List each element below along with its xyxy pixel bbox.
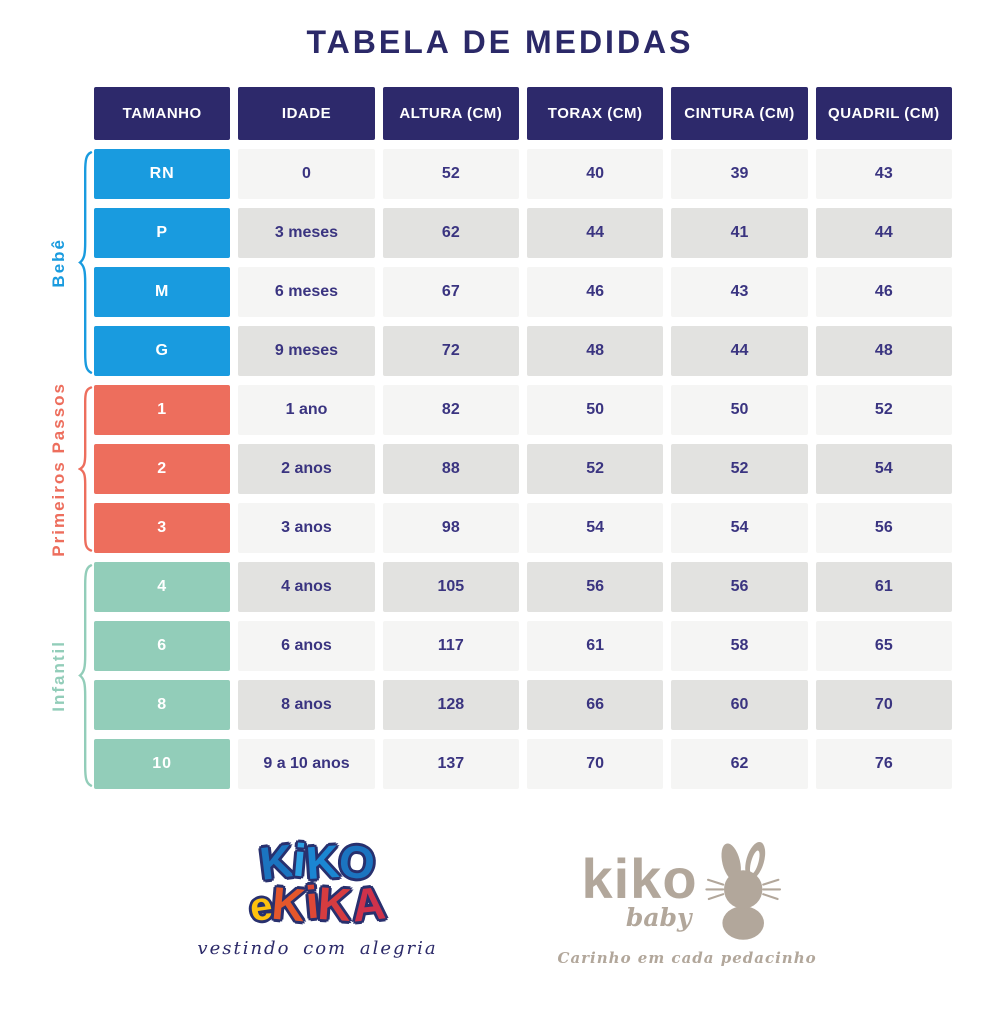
table-cell-altura: 62 (382, 208, 519, 258)
column-header: CINTURA (CM) (671, 87, 808, 140)
kiko-e-kika-line2: eKiKA (247, 875, 388, 932)
table-cell-cintura: 39 (671, 149, 808, 199)
size-cell: 2 (94, 444, 231, 494)
group-label-infantil: Infantil (49, 639, 68, 712)
table-cell-quadril: 54 (815, 444, 952, 494)
table-cell-quadril: 52 (815, 385, 952, 435)
table-cell-quadril: 70 (815, 680, 952, 730)
brace-icon (78, 385, 94, 553)
table-cell-quadril: 76 (815, 739, 952, 789)
brace-icon (78, 149, 94, 376)
table-cell-torax: 46 (526, 267, 664, 317)
column-header: TAMANHO (94, 87, 231, 140)
group-bracket-bebe: Bebê (40, 149, 94, 376)
kiko-e-kika-line1: KiKO (256, 833, 378, 890)
table-cell-torax: 61 (526, 621, 664, 671)
size-cell: 10 (94, 739, 231, 789)
table-cell-idade: 8 anos (238, 680, 375, 730)
table-cell-idade: 4 anos (238, 562, 375, 612)
table-cell-cintura: 60 (671, 680, 808, 730)
table-cell-quadril: 48 (815, 326, 952, 376)
group-label-primeiros-passos: Primeiros Passos (49, 381, 68, 557)
kiko-e-kika-tagline: vestindo com alegria (197, 938, 438, 960)
table-cell-idade: 3 anos (238, 503, 375, 553)
table-cell-quadril: 44 (815, 208, 952, 258)
table-cell-altura: 128 (382, 680, 519, 730)
table-cell-idade: 6 meses (238, 267, 375, 317)
table-cell-cintura: 41 (671, 208, 808, 258)
table-cell-idade: 3 meses (238, 208, 375, 258)
table-cell-altura: 67 (382, 267, 519, 317)
table-cell-quadril: 61 (815, 562, 952, 612)
group-rail: Bebê Primeiros Passos Infantil (40, 149, 94, 798)
table-cell-cintura: 58 (671, 621, 808, 671)
size-cell: 1 (94, 385, 231, 435)
size-chart: Bebê Primeiros Passos Infantil TAMANHO ID… (40, 87, 952, 789)
page-title: TABELA DE MEDIDAS (306, 24, 694, 60)
column-header: ALTURA (CM) (382, 87, 519, 140)
size-cell: M (94, 267, 231, 317)
table-cell-idade: 0 (238, 149, 375, 199)
table-cell-cintura: 52 (671, 444, 808, 494)
group-label-bebe: Bebê (49, 237, 68, 288)
size-cell: 8 (94, 680, 231, 730)
table-cell-torax: 50 (526, 385, 664, 435)
group-bracket-infantil: Infantil (40, 562, 94, 789)
size-cell: 6 (94, 621, 231, 671)
table-cell-torax: 56 (526, 562, 664, 612)
table-cell-altura: 82 (382, 385, 519, 435)
table-cell-altura: 72 (382, 326, 519, 376)
table-cell-cintura: 50 (671, 385, 808, 435)
table-cell-altura: 88 (382, 444, 519, 494)
footer-logos: KiKO eKiKA vestindo com alegria kiko bab… (0, 833, 1000, 967)
kiko-baby-name: kiko (581, 846, 698, 910)
table-cell-idade: 9 a 10 anos (238, 739, 375, 789)
kiko-baby-logo: kiko baby Carinho em ca (557, 841, 817, 967)
table-cell-quadril: 65 (815, 621, 952, 671)
table-cell-quadril: 46 (815, 267, 952, 317)
size-cell: P (94, 208, 231, 258)
table-cell-altura: 105 (382, 562, 519, 612)
table-cell-torax: 40 (526, 149, 664, 199)
size-table: TAMANHO IDADE ALTURA (CM) TORAX (CM) CINTURA… (94, 87, 952, 789)
table-cell-altura: 137 (382, 739, 519, 789)
table-cell-quadril: 56 (815, 503, 952, 553)
size-cell: 4 (94, 562, 231, 612)
kiko-baby-sub: baby (625, 902, 692, 932)
table-cell-torax: 44 (526, 208, 664, 258)
table-cell-quadril: 43 (815, 149, 952, 199)
table-cell-altura: 98 (382, 503, 519, 553)
table-cell-torax: 66 (526, 680, 664, 730)
brace-icon (78, 562, 94, 789)
table-cell-idade: 9 meses (238, 326, 375, 376)
group-bracket-primeiros-passos: Primeiros Passos (40, 382, 94, 556)
table-cell-cintura: 62 (671, 739, 808, 789)
kiko-baby-tagline: Carinho em cada pedacinho (557, 949, 817, 967)
table-cell-idade: 2 anos (238, 444, 375, 494)
table-cell-cintura: 44 (671, 326, 808, 376)
column-header: IDADE (238, 87, 375, 140)
table-cell-altura: 117 (382, 621, 519, 671)
column-header: TORAX (CM) (526, 87, 664, 140)
table-cell-torax: 48 (526, 326, 664, 376)
table-cell-idade: 6 anos (238, 621, 375, 671)
table-cell-cintura: 56 (671, 562, 808, 612)
table-cell-cintura: 43 (671, 267, 808, 317)
table-cell-torax: 54 (526, 503, 664, 553)
size-cell: RN (94, 149, 231, 199)
table-cell-torax: 70 (526, 739, 664, 789)
column-header: QUADRIL (CM) (815, 87, 952, 140)
table-cell-cintura: 54 (671, 503, 808, 553)
table-cell-altura: 52 (382, 149, 519, 199)
table-cell-idade: 1 ano (238, 385, 375, 435)
kiko-e-kika-logo: KiKO eKiKA vestindo com alegria (193, 833, 443, 960)
size-cell: G (94, 326, 231, 376)
size-cell: 3 (94, 503, 231, 553)
bunny-icon (704, 841, 781, 940)
table-cell-torax: 52 (526, 444, 664, 494)
